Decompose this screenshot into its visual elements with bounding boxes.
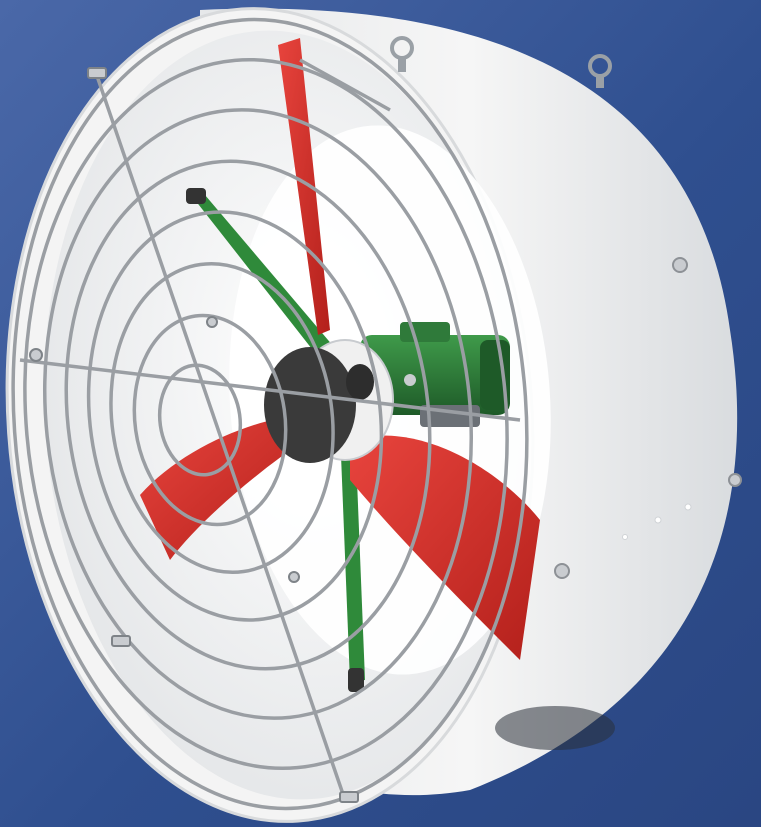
guard-clip (29, 67, 359, 803)
eye-bolt-left (390, 36, 414, 72)
housing-bolt (672, 257, 688, 273)
fan-blade-right (350, 435, 540, 660)
front-guard (11, 17, 529, 811)
fan-blade-left (140, 415, 305, 560)
housing-hole (622, 534, 628, 540)
housing-hole (684, 503, 692, 511)
housing-bottom-shadow (495, 706, 615, 750)
support-arm-upper (195, 195, 345, 372)
housing-bolt (728, 473, 742, 487)
arm-mount-top (186, 188, 206, 204)
arm-mount-bottom (348, 668, 364, 692)
eye-bolt-right (588, 54, 612, 88)
housing-bolt (554, 563, 570, 579)
housing-hole (654, 516, 662, 524)
